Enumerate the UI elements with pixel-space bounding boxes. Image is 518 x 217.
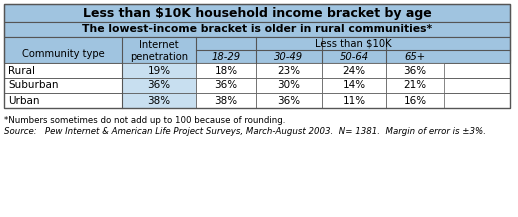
Text: 24%: 24% (342, 66, 366, 76)
Text: Less than $10K household income bracket by age: Less than $10K household income bracket … (83, 7, 431, 20)
Text: 11%: 11% (342, 95, 366, 105)
Bar (322, 78, 386, 93)
Bar (196, 63, 256, 78)
Text: 36%: 36% (278, 95, 300, 105)
Bar (122, 78, 196, 93)
Text: 21%: 21% (404, 81, 426, 90)
Bar (256, 78, 322, 93)
Text: 36%: 36% (214, 81, 238, 90)
Text: 14%: 14% (342, 81, 366, 90)
Text: Source:   Pew Internet & American Life Project Surveys, March-August 2003.  N= 1: Source: Pew Internet & American Life Pro… (4, 127, 486, 136)
Bar (386, 78, 444, 93)
Text: 38%: 38% (148, 95, 170, 105)
Text: Community type: Community type (22, 49, 104, 59)
Text: 23%: 23% (278, 66, 300, 76)
Bar (256, 93, 322, 108)
Text: Suburban: Suburban (8, 81, 59, 90)
Bar (386, 93, 444, 108)
Text: 50-64: 50-64 (339, 51, 369, 61)
Bar (4, 63, 510, 78)
Text: 16%: 16% (404, 95, 426, 105)
Text: 65+: 65+ (405, 51, 426, 61)
Bar (4, 22, 510, 37)
Bar (122, 93, 196, 108)
Text: 30%: 30% (278, 81, 300, 90)
Bar (196, 78, 256, 93)
Text: Rural: Rural (8, 66, 35, 76)
Bar (4, 93, 510, 108)
Bar (4, 4, 510, 22)
Text: *Numbers sometimes do not add up to 100 because of rounding.: *Numbers sometimes do not add up to 100 … (4, 116, 285, 125)
Bar (4, 37, 510, 63)
Text: 19%: 19% (148, 66, 170, 76)
Text: 30-49: 30-49 (275, 51, 304, 61)
Bar (4, 4, 510, 108)
Bar (322, 93, 386, 108)
Text: Internet
penetration: Internet penetration (130, 41, 188, 62)
Text: 36%: 36% (148, 81, 170, 90)
Text: The lowest-income bracket is older in rural communities*: The lowest-income bracket is older in ru… (82, 25, 432, 35)
Text: Less than $10K: Less than $10K (315, 38, 391, 49)
Bar (196, 93, 256, 108)
Text: 18%: 18% (214, 66, 238, 76)
Bar (322, 63, 386, 78)
Text: 18-29: 18-29 (211, 51, 240, 61)
Text: 36%: 36% (404, 66, 426, 76)
Bar (4, 78, 510, 93)
Text: Urban: Urban (8, 95, 39, 105)
Text: 38%: 38% (214, 95, 238, 105)
Bar (386, 63, 444, 78)
Bar (122, 63, 196, 78)
Bar (256, 63, 322, 78)
